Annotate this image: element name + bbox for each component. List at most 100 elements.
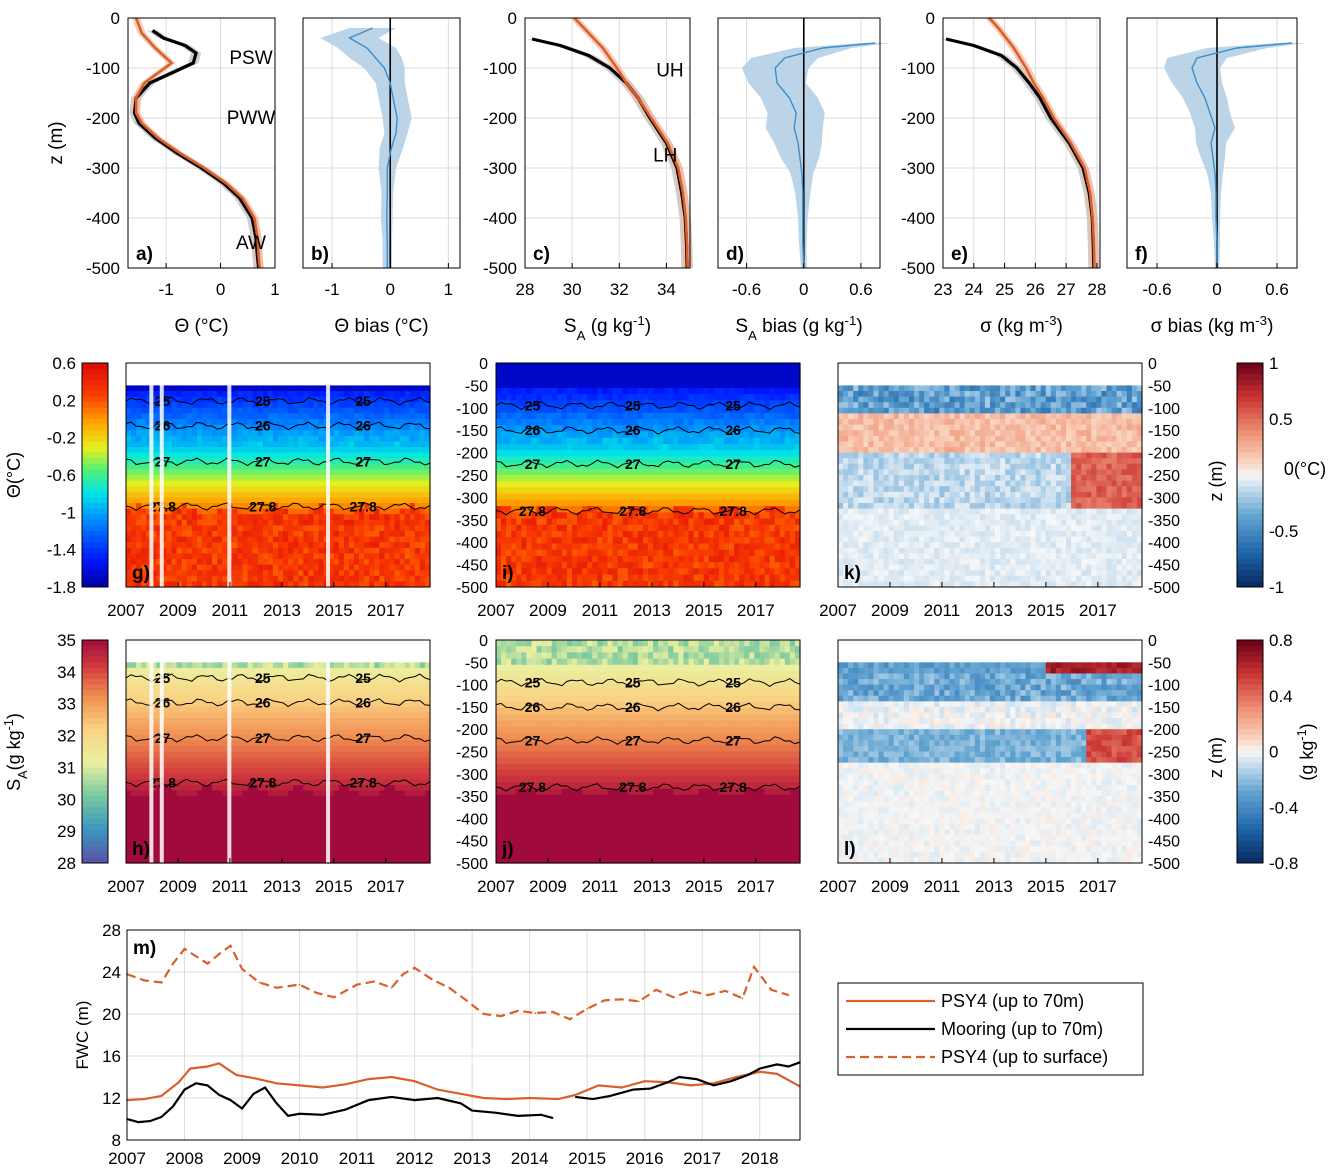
section-cell (172, 486, 178, 492)
section-cell (749, 568, 755, 575)
section-cell (729, 444, 735, 451)
section-cell (868, 481, 874, 487)
section-cell (273, 481, 279, 487)
section-cell (848, 542, 854, 548)
section-cell (258, 559, 264, 565)
section-cell (754, 444, 760, 451)
section-cell (217, 475, 223, 481)
section-cell (501, 419, 507, 426)
section-cell (268, 475, 274, 481)
section-cell (395, 553, 401, 559)
section-cell (602, 568, 608, 575)
section-cell (197, 436, 203, 442)
section-cell (557, 568, 563, 575)
section-cell (542, 388, 548, 395)
section-cell (496, 562, 502, 569)
section-cell (780, 375, 786, 382)
section-cell (207, 453, 213, 459)
section-cell (592, 537, 598, 544)
section-cell (678, 543, 684, 550)
section-cell (293, 537, 299, 543)
section-cell (167, 469, 173, 475)
section-cell (587, 444, 593, 451)
section-cell (704, 556, 710, 563)
section-cell (557, 500, 563, 507)
section-cell (222, 469, 228, 475)
section-cell (678, 550, 684, 557)
section-cell (734, 494, 740, 501)
section-cell (843, 464, 849, 470)
section-cell (592, 550, 598, 557)
section-cell (689, 525, 695, 532)
section-cell (349, 576, 355, 582)
section-cell (749, 500, 755, 507)
section-cell (739, 543, 745, 550)
section-cell (683, 506, 689, 513)
section-cell (714, 363, 720, 370)
section-cell (364, 475, 370, 481)
section-cell (273, 486, 279, 492)
section-cell (592, 519, 598, 526)
section-cell (354, 514, 360, 520)
section-cell (384, 441, 390, 447)
section-cell (420, 559, 426, 565)
section-cell (552, 512, 558, 519)
section-cell (354, 531, 360, 537)
section-cell (192, 520, 198, 526)
section-cell (790, 450, 796, 457)
section-cell (873, 548, 879, 554)
section-cell (192, 559, 198, 565)
section-cell (547, 425, 553, 432)
section-cell (349, 436, 355, 442)
x-axis-label: Θ bias (°C) (334, 316, 428, 337)
section-cell (592, 375, 598, 382)
section-cell (734, 388, 740, 395)
section-cell (253, 553, 259, 559)
section-cell (582, 562, 588, 569)
section-cell (894, 453, 900, 459)
section-cell (868, 486, 874, 492)
section-cell (248, 492, 254, 498)
section-cell (694, 419, 700, 426)
section-cell (222, 525, 228, 531)
section-cell (552, 375, 558, 382)
section-cell (775, 369, 781, 376)
section-cell (785, 481, 791, 488)
section-cell (597, 394, 603, 401)
section-cell (582, 550, 588, 557)
section-cell (177, 413, 183, 419)
section-cell (739, 363, 745, 370)
section-cell (349, 542, 355, 548)
section-cell (248, 559, 254, 565)
section-cell (531, 363, 537, 370)
section-cell (395, 408, 401, 414)
section-cell (863, 497, 869, 503)
section-cell (719, 575, 725, 582)
section-cell (232, 430, 238, 436)
section-cell (582, 369, 588, 376)
section-cell (889, 481, 895, 487)
section-cell (848, 481, 854, 487)
section-cell (354, 441, 360, 447)
section-cell (863, 436, 869, 442)
section-cell (126, 430, 132, 436)
section-cell (212, 509, 218, 515)
section-cell (785, 431, 791, 438)
section-cell (567, 550, 573, 557)
section-cell (344, 553, 350, 559)
section-cell (182, 481, 188, 487)
section-cell (643, 550, 649, 557)
section-cell (374, 565, 380, 571)
section-cell (618, 487, 624, 494)
section-cell (889, 576, 895, 582)
section-cell (354, 469, 360, 475)
section-cell (780, 481, 786, 488)
section-cell (506, 531, 512, 538)
section-cell (557, 394, 563, 401)
section-cell (288, 385, 294, 391)
section-cell (884, 475, 890, 481)
x-tick-label: -1 (325, 280, 340, 299)
section-cell (202, 520, 208, 526)
section-cell (567, 500, 573, 507)
section-cell (749, 363, 755, 370)
